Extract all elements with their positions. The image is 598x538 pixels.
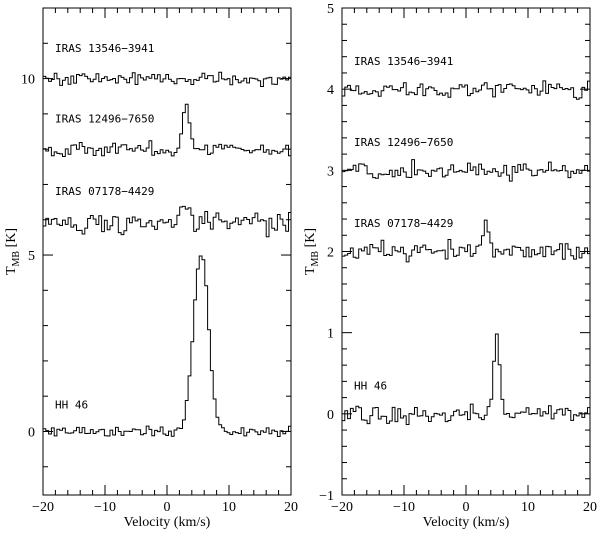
y-tick-label: 3: [327, 164, 334, 179]
left-panel: −20 −10 0 10 20 0 5 10 Velocity (km/s) TMB [K] IRA…: [4, 7, 298, 530]
series-label: HH 46: [354, 379, 387, 392]
spectrum-line: [43, 71, 291, 87]
x-tick-label: 0: [463, 500, 470, 515]
x-tick-label: 20: [284, 500, 298, 515]
y-tick-label: 0: [28, 425, 35, 440]
y-axis-label: TMB [K]: [303, 228, 321, 275]
y-tick-label: 4: [327, 83, 334, 98]
series-label: IRAS 07178−4429: [354, 217, 453, 230]
y-tick-label: 10: [21, 73, 35, 88]
x-tick-label: 0: [164, 500, 171, 515]
x-tick-label: 20: [583, 500, 597, 515]
spectrum-line: [43, 255, 291, 437]
series-label: IRAS 12496−7650: [354, 136, 453, 149]
y-axis-label: TMB [K]: [4, 228, 22, 275]
spectrum-line: [342, 333, 590, 425]
x-tick-label: −10: [393, 500, 415, 515]
y-tick-label: 5: [28, 249, 35, 264]
series-label: IRAS 07178−4429: [55, 185, 154, 198]
series-label: IRAS 13546−3941: [354, 55, 453, 68]
spectrum-line: [342, 80, 590, 100]
series-label: IRAS 13546−3941: [55, 42, 154, 55]
x-tick-label: −20: [331, 500, 353, 515]
x-tick-label: 10: [521, 500, 535, 515]
series-label: IRAS 12496−7650: [55, 113, 154, 126]
x-tick-label: 10: [222, 500, 236, 515]
y-tick-label: −1: [319, 489, 334, 504]
spectrum-line: [43, 205, 291, 238]
x-axis-label: Velocity (km/s): [124, 515, 211, 530]
x-tick-label: −20: [32, 500, 54, 515]
x-axis-label: Velocity (km/s): [423, 515, 510, 530]
y-tick-label: 2: [327, 246, 334, 261]
spectrum-line: [342, 219, 590, 263]
y-tick-label: 5: [327, 2, 334, 17]
spectrum-line: [43, 103, 291, 157]
plot-frame: [42, 7, 292, 496]
x-tick-label: −10: [94, 500, 116, 515]
y-tick-label: 1: [327, 327, 334, 342]
spectrum-line: [342, 159, 590, 182]
series-label: HH 46: [55, 399, 88, 412]
y-tick-label: 0: [327, 408, 334, 423]
